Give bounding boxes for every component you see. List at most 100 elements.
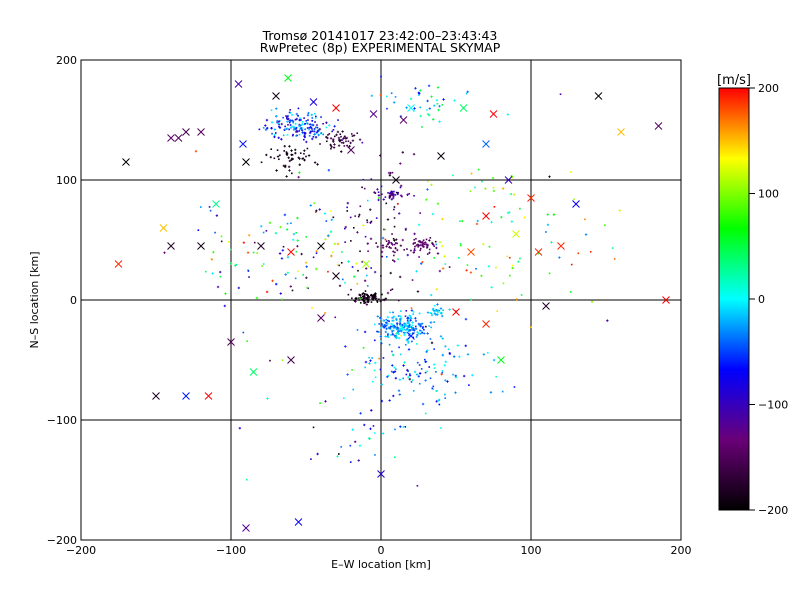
scatter-point [506,211,510,215]
scatter-point [210,258,214,261]
scatter-point [382,325,384,327]
scatter-point [358,213,361,217]
scatter-point [391,364,394,367]
scatter-point [407,348,411,351]
scatter-point [393,239,396,242]
scatter-point [392,371,395,374]
x-marker [654,122,663,130]
y-tick-label: −200 [47,534,77,547]
scatter-point [390,241,393,245]
scatter-point [351,428,354,431]
scatter-point [315,115,317,118]
scatter-point [295,250,298,253]
scatter-point [405,106,408,109]
scatter-point [327,134,329,136]
scatter-point [411,279,414,281]
scatter-point [279,154,281,157]
scatter-point [303,149,306,152]
scatter-point [284,128,287,131]
scatter-point [285,151,288,153]
scatter-point [410,307,413,309]
scatter-point [435,246,438,250]
scatter-point [367,295,369,298]
scatter-point [275,115,278,117]
scatter-point [398,378,402,381]
x-marker [332,272,340,280]
scatter-point [327,270,329,273]
scatter-point [573,198,575,201]
scatter-point [371,380,374,383]
scatter-point [477,168,480,171]
scatter-point [309,125,312,129]
scatter-point [214,231,216,234]
scatter-point [282,134,285,137]
scatter-point [286,134,289,136]
scatter-point [388,246,391,249]
scatter-point [429,237,432,239]
scatter-point [344,241,346,243]
scatter-point [366,285,369,287]
scatter-point [437,311,439,314]
scatter-point [370,94,374,98]
scatter-point [510,220,514,223]
scatter-point [382,357,385,359]
scatter-point [418,312,421,315]
scatter-point [474,186,476,189]
scatter-point [420,244,422,246]
scatter-point [359,205,362,208]
scatter-point [288,169,291,172]
scatter-point [410,309,414,312]
scatter-point [427,113,429,115]
scatter-point [475,222,479,226]
scatter-point [428,251,431,254]
scatter-point [394,376,398,380]
scatter-point [399,162,402,165]
scatter-point [308,131,312,135]
scatter-point [269,155,273,159]
scatter-point [411,327,414,329]
scatter-point [462,374,466,378]
x-marker [407,104,415,112]
scatter-point [308,123,312,126]
scatter-point [464,317,468,321]
scatter-point [343,227,346,230]
scatter-point [295,112,299,116]
scatter-point [397,191,400,194]
scatter-point [385,256,388,258]
scatter-point [356,329,359,331]
scatter-point [390,334,392,336]
scatter-point [373,191,376,194]
scatter-point [339,139,342,141]
scatter-point [361,186,363,189]
scatter-point [349,461,352,463]
scatter-point [234,264,237,267]
scatter-point [361,141,364,144]
scatter-point [308,128,310,131]
scatter-point [378,298,380,301]
scatter-point [399,318,402,322]
scatter-point [291,120,295,123]
scatter-point [288,128,290,131]
scatter-point [390,198,394,201]
scatter-point [548,272,551,275]
scatter-point [325,135,328,139]
scatter-point [307,119,309,121]
scatter-point [262,231,265,234]
scatter-point [286,154,288,156]
scatter-point [433,321,435,324]
scatter-point [384,238,387,241]
scatter-point [391,350,393,353]
scatter-point [305,265,308,268]
scatter-point [410,249,412,252]
scatter-point [248,276,250,278]
scatter-point [345,136,349,140]
scatter-point [294,118,297,121]
scatter-point [584,233,588,236]
scatter-point [396,248,399,252]
scatter-point [402,377,404,380]
scatter-point [374,454,376,456]
scatter-point [369,237,373,240]
scatter-point [235,263,238,266]
scatter-point [261,265,263,267]
scatter-point [374,432,376,434]
